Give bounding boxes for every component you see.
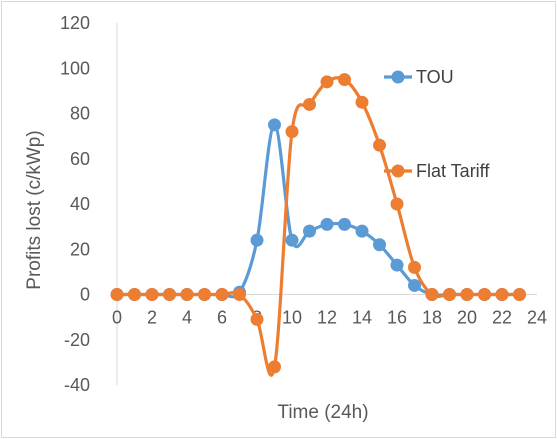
x-tick-label: 22 <box>492 308 512 328</box>
x-tick-label: 6 <box>217 308 227 328</box>
legend-marker <box>391 164 405 178</box>
data-point-flat-tariff <box>303 97 316 111</box>
data-point-flat-tariff <box>110 288 124 301</box>
data-point-flat-tariff <box>163 288 176 301</box>
x-tick-label: 24 <box>527 308 547 328</box>
x-tick-label: 4 <box>182 308 192 328</box>
data-point-flat-tariff <box>355 95 369 109</box>
y-tick-label: 20 <box>70 239 90 259</box>
data-point-flat-tariff <box>460 288 474 301</box>
data-point-flat-tariff <box>233 288 246 301</box>
x-tick-label: 0 <box>112 308 122 328</box>
data-point-tou <box>250 233 264 247</box>
data-point-flat-tariff <box>443 288 456 301</box>
data-point-flat-tariff <box>425 288 439 301</box>
legend-entry-flat-tariff: Flat Tariff <box>384 161 490 181</box>
x-tick-label: 2 <box>147 308 157 328</box>
data-point-tou <box>355 224 369 238</box>
legend-label: Flat Tariff <box>416 161 490 181</box>
data-point-tou <box>338 217 351 231</box>
x-tick-label: 20 <box>457 308 477 328</box>
data-point-tou <box>373 238 386 252</box>
x-tick-labels: 024681012141618202224 <box>112 308 547 328</box>
series-flat-tariff <box>110 73 526 377</box>
legend-label: TOU <box>416 67 454 87</box>
data-point-flat-tariff <box>408 260 421 274</box>
y-tick-label: 120 <box>60 13 90 33</box>
x-tick-label: 10 <box>282 308 302 328</box>
data-point-flat-tariff <box>215 288 229 301</box>
y-tick-label: 60 <box>70 149 90 169</box>
x-tick-label: 16 <box>387 308 407 328</box>
x-tick-label: 18 <box>422 308 442 328</box>
series-layer <box>110 73 526 377</box>
y-tick-label: 40 <box>70 194 90 214</box>
data-point-flat-tariff <box>478 288 491 301</box>
data-point-tou <box>303 224 316 238</box>
data-point-flat-tariff <box>285 125 299 139</box>
data-point-flat-tariff <box>180 288 194 301</box>
data-point-flat-tariff <box>495 288 509 301</box>
data-point-flat-tariff <box>145 288 159 301</box>
data-point-flat-tariff <box>390 197 404 211</box>
data-point-tou <box>408 278 421 292</box>
data-point-flat-tariff <box>320 75 334 89</box>
legend: TOU Flat Tariff <box>384 67 490 181</box>
data-point-flat-tariff <box>338 73 351 87</box>
series-line-tou <box>117 123 520 299</box>
y-tick-label: 0 <box>80 285 90 305</box>
x-tick-label: 12 <box>317 308 337 328</box>
data-point-flat-tariff <box>513 288 526 301</box>
data-point-flat-tariff <box>268 360 281 374</box>
data-point-flat-tariff <box>373 138 386 152</box>
x-tick-label: 14 <box>352 308 372 328</box>
legend-marker <box>391 70 405 84</box>
y-tick-label: 80 <box>70 104 90 124</box>
y-tick-label: 100 <box>60 58 90 78</box>
y-axis-title: Profits lost (c/kWp) <box>24 130 45 289</box>
legend-entry-tou: TOU <box>384 67 454 87</box>
data-point-flat-tariff <box>198 288 211 301</box>
data-point-flat-tariff <box>128 288 141 301</box>
data-point-flat-tariff <box>250 312 264 326</box>
data-point-tou <box>320 217 334 231</box>
data-point-tou <box>285 233 299 247</box>
series-tou <box>110 118 526 301</box>
data-point-tou <box>390 258 404 272</box>
data-point-tou <box>268 118 281 132</box>
y-tick-label: -40 <box>64 375 90 395</box>
x-axis-title: Time (24h) <box>277 402 368 423</box>
y-tick-labels: -40 -20 0 20 40 60 80 100 120 <box>60 13 90 395</box>
y-tick-label: -20 <box>64 330 90 350</box>
